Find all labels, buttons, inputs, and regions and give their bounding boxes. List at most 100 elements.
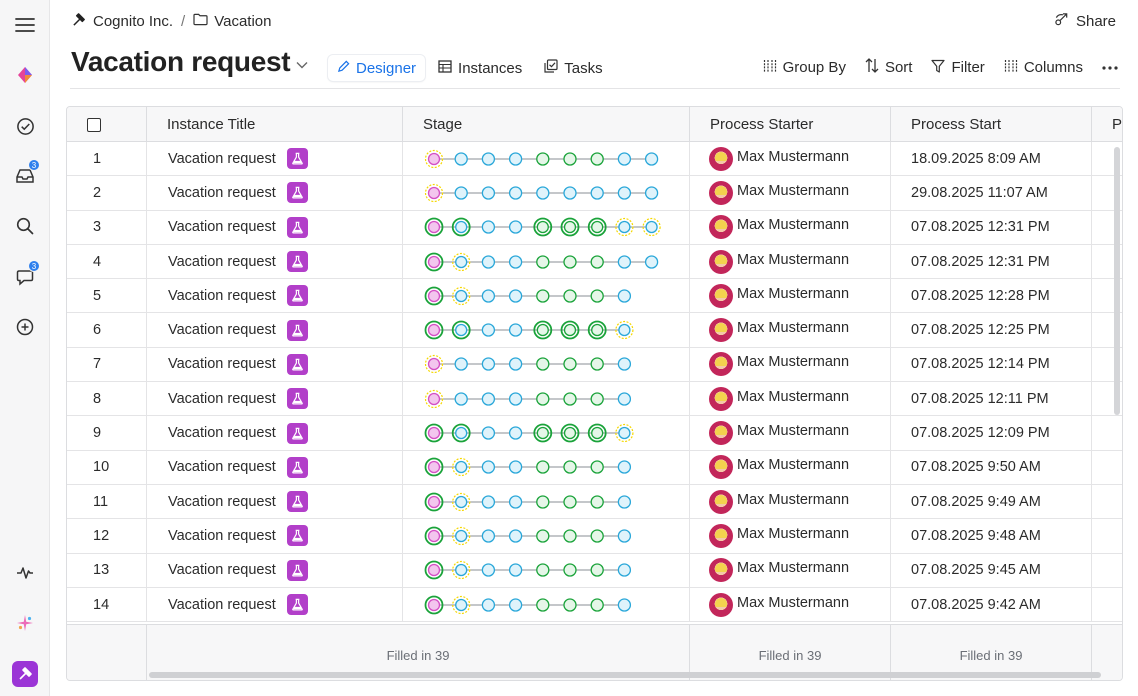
process-starter-cell[interactable]: Max Mustermann bbox=[690, 382, 891, 416]
stage-progress-cell[interactable] bbox=[403, 519, 690, 553]
column-header-instance-title[interactable]: Instance Title bbox=[147, 107, 403, 142]
sparkle-icon[interactable] bbox=[13, 611, 37, 635]
process-starter-cell[interactable]: Max Mustermann bbox=[690, 279, 891, 313]
more-options-icon[interactable] bbox=[1102, 65, 1118, 70]
chevron-down-icon[interactable] bbox=[296, 56, 308, 74]
table-row[interactable]: 4 Vacation request Max Mustermann 07.08.… bbox=[67, 244, 1122, 280]
table-row[interactable]: 13 Vacation request Max Mustermann 07.08… bbox=[67, 553, 1122, 588]
flask-icon bbox=[286, 216, 308, 238]
add-circle-icon[interactable] bbox=[13, 315, 37, 339]
instance-title: Vacation request bbox=[168, 287, 276, 304]
table-row[interactable]: 7 Vacation request Max Mustermann 07.08.… bbox=[67, 347, 1122, 383]
process-starter-cell[interactable]: Max Mustermann bbox=[690, 416, 891, 450]
process-starter-cell[interactable]: Max Mustermann bbox=[690, 587, 891, 622]
instance-title-cell[interactable]: Vacation request bbox=[147, 416, 403, 450]
instance-title-cell[interactable]: Vacation request bbox=[147, 176, 403, 210]
instance-title-cell[interactable]: Vacation request bbox=[147, 347, 403, 382]
search-icon[interactable] bbox=[13, 214, 37, 238]
group-by-button[interactable]: Group By bbox=[763, 59, 846, 77]
table-row[interactable]: 2 Vacation request Max Mustermann 29.08.… bbox=[67, 176, 1122, 211]
breadcrumb-org[interactable]: Cognito Inc. bbox=[93, 13, 174, 30]
stage-progress-cell[interactable] bbox=[403, 484, 690, 519]
table-row[interactable]: 12 Vacation request Max Mustermann 07.08… bbox=[67, 519, 1122, 554]
stage-progress-cell[interactable] bbox=[403, 553, 690, 587]
stage-progress-cell[interactable] bbox=[403, 416, 690, 450]
process-starter-cell[interactable]: Max Mustermann bbox=[690, 244, 891, 279]
row-number: 13 bbox=[67, 553, 147, 587]
avatar bbox=[709, 215, 733, 240]
sort-button[interactable]: Sort bbox=[865, 58, 912, 77]
menu-icon[interactable] bbox=[13, 13, 37, 37]
stage-progress-cell[interactable] bbox=[403, 279, 690, 313]
stage-progress-icon bbox=[424, 492, 632, 512]
tab-instances-label: Instances bbox=[458, 59, 523, 77]
logo-diamond-icon[interactable] bbox=[13, 63, 37, 87]
process-starter-cell[interactable]: Max Mustermann bbox=[690, 176, 891, 210]
instance-title-cell[interactable]: Vacation request bbox=[147, 244, 403, 279]
tab-instances[interactable]: Instances bbox=[429, 55, 531, 81]
breadcrumb-folder[interactable]: Vacation bbox=[214, 13, 272, 30]
table-row[interactable]: 9 Vacation request Max Mustermann 07.08.… bbox=[67, 416, 1122, 451]
tab-designer[interactable]: Designer bbox=[328, 55, 426, 81]
table-row[interactable]: 14 Vacation request Max Mustermann 07.08… bbox=[67, 587, 1122, 623]
table-row[interactable]: 3 Vacation request Max Mustermann 07.08.… bbox=[67, 210, 1122, 245]
process-starter-cell[interactable]: Max Mustermann bbox=[690, 142, 891, 176]
table-row[interactable]: 10 Vacation request Max Mustermann 07.08… bbox=[67, 450, 1122, 485]
activity-icon[interactable] bbox=[13, 561, 37, 585]
process-starter-name: Max Mustermann bbox=[737, 388, 850, 405]
instance-title-cell[interactable]: Vacation request bbox=[147, 519, 403, 553]
avatar bbox=[709, 592, 733, 617]
table-row[interactable]: 8 Vacation request Max Mustermann 07.08.… bbox=[67, 382, 1122, 417]
column-header-process-start[interactable]: Process Start bbox=[891, 107, 1092, 142]
share-button[interactable]: Share bbox=[1054, 12, 1116, 31]
columns-button[interactable]: Columns bbox=[1004, 59, 1083, 77]
table-row[interactable]: 1 Vacation request Max Mustermann 18.09.… bbox=[67, 142, 1122, 177]
stage-progress-cell[interactable] bbox=[403, 587, 690, 622]
instance-title-cell[interactable]: Vacation request bbox=[147, 450, 403, 484]
stage-progress-cell[interactable] bbox=[403, 313, 690, 347]
inbox-icon[interactable]: 3 bbox=[13, 159, 40, 188]
chat-icon[interactable]: 3 bbox=[13, 260, 40, 289]
instance-title-cell[interactable]: Vacation request bbox=[147, 553, 403, 587]
filter-button[interactable]: Filter bbox=[931, 59, 985, 77]
stage-progress-cell[interactable] bbox=[403, 210, 690, 244]
title-bar: Vacation request Designer Instances Task… bbox=[50, 44, 1138, 94]
instance-title-cell[interactable]: Vacation request bbox=[147, 382, 403, 416]
process-starter-cell[interactable]: Max Mustermann bbox=[690, 313, 891, 347]
table-row[interactable]: 11 Vacation request Max Mustermann 07.08… bbox=[67, 484, 1122, 520]
horizontal-scrollbar[interactable] bbox=[149, 672, 1101, 678]
tab-tasks[interactable]: Tasks bbox=[535, 55, 611, 81]
flask-icon bbox=[286, 319, 308, 341]
instance-title-cell[interactable]: Vacation request bbox=[147, 587, 403, 622]
check-circle-icon[interactable] bbox=[13, 114, 37, 138]
column-header-process-starter[interactable]: Process Starter bbox=[690, 107, 891, 142]
process-starter-cell[interactable]: Max Mustermann bbox=[690, 450, 891, 484]
select-all-checkbox[interactable] bbox=[87, 117, 101, 132]
instance-title-cell[interactable]: Vacation request bbox=[147, 210, 403, 244]
instance-title-cell[interactable]: Vacation request bbox=[147, 279, 403, 313]
process-starter-cell[interactable]: Max Mustermann bbox=[690, 484, 891, 519]
stage-progress-cell[interactable] bbox=[403, 176, 690, 210]
instance-title-cell[interactable]: Vacation request bbox=[147, 142, 403, 176]
stage-progress-cell[interactable] bbox=[403, 347, 690, 382]
column-header-truncated[interactable]: P bbox=[1092, 107, 1122, 142]
instance-title-cell[interactable]: Vacation request bbox=[147, 313, 403, 347]
process-starter-name: Max Mustermann bbox=[737, 285, 850, 302]
truncated-cell bbox=[1092, 588, 1122, 621]
process-starter-cell[interactable]: Max Mustermann bbox=[690, 553, 891, 587]
app-logo-icon[interactable] bbox=[12, 661, 38, 687]
vertical-scrollbar[interactable] bbox=[1114, 147, 1120, 415]
column-header-stage[interactable]: Stage bbox=[403, 107, 690, 142]
stage-progress-cell[interactable] bbox=[403, 382, 690, 416]
stage-progress-cell[interactable] bbox=[403, 244, 690, 279]
table-row[interactable]: 6 Vacation request Max Mustermann 07.08.… bbox=[67, 313, 1122, 348]
process-starter-cell[interactable]: Max Mustermann bbox=[690, 347, 891, 382]
flask-icon bbox=[286, 388, 308, 410]
flask-icon bbox=[286, 456, 308, 478]
instance-title-cell[interactable]: Vacation request bbox=[147, 484, 403, 519]
stage-progress-cell[interactable] bbox=[403, 142, 690, 176]
process-starter-cell[interactable]: Max Mustermann bbox=[690, 519, 891, 553]
table-row[interactable]: 5 Vacation request Max Mustermann 07.08.… bbox=[67, 279, 1122, 314]
stage-progress-cell[interactable] bbox=[403, 450, 690, 484]
process-starter-cell[interactable]: Max Mustermann bbox=[690, 210, 891, 244]
